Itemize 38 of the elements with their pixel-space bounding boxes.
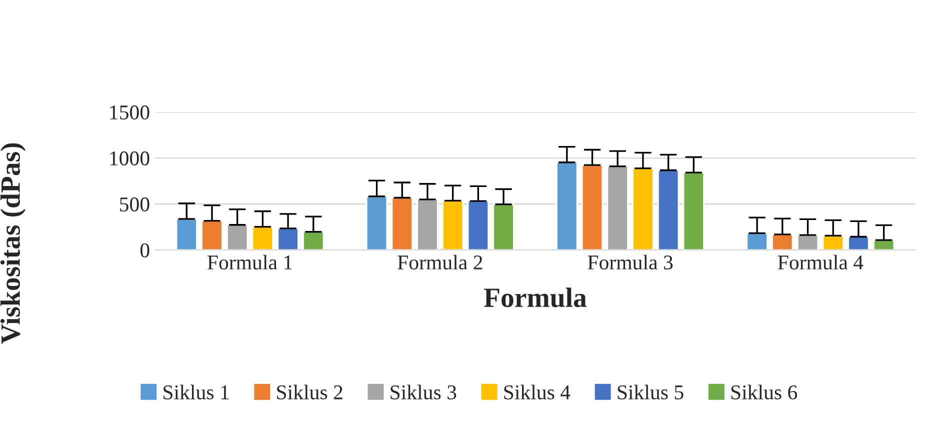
bar	[632, 168, 654, 250]
legend-label: Siklus 5	[618, 384, 684, 400]
bar	[252, 226, 274, 250]
bar	[556, 162, 578, 250]
bar	[226, 224, 248, 250]
bar	[391, 197, 413, 250]
legend-label: Siklus 3	[390, 384, 456, 400]
bar	[606, 166, 628, 250]
bar	[201, 220, 223, 250]
bar	[772, 234, 794, 250]
bar	[581, 164, 604, 250]
bar	[302, 231, 324, 250]
bar	[467, 200, 490, 250]
bar	[796, 234, 819, 250]
legend-label: Siklus 4	[504, 384, 570, 400]
x-axis-title: Formula	[484, 288, 586, 308]
legend-label: Siklus 6	[731, 384, 798, 400]
bar	[176, 218, 198, 250]
y-tick-label: 0	[140, 243, 150, 258]
legend-label: Siklus 1	[164, 384, 229, 400]
x-tick-label: Formula 3	[588, 254, 673, 270]
bar	[682, 172, 705, 250]
legend-label: Siklus 2	[277, 384, 342, 400]
bar	[657, 170, 680, 250]
y-tick-label: 1000	[110, 151, 150, 166]
bar	[746, 232, 768, 250]
bar	[442, 200, 464, 250]
y-tick-label: 1500	[110, 105, 150, 120]
x-tick-label: Formula 2	[398, 254, 482, 270]
bar	[277, 228, 299, 250]
x-tick-label: Formula 1	[207, 254, 292, 270]
bar	[492, 204, 514, 250]
bar	[416, 198, 438, 250]
x-tick-label: Formula 4	[778, 254, 864, 270]
y-tick-label: 500	[120, 197, 150, 212]
y-axis-title: Viskositas (dPas)	[0, 143, 26, 344]
bar	[366, 196, 388, 250]
bar	[848, 236, 870, 250]
